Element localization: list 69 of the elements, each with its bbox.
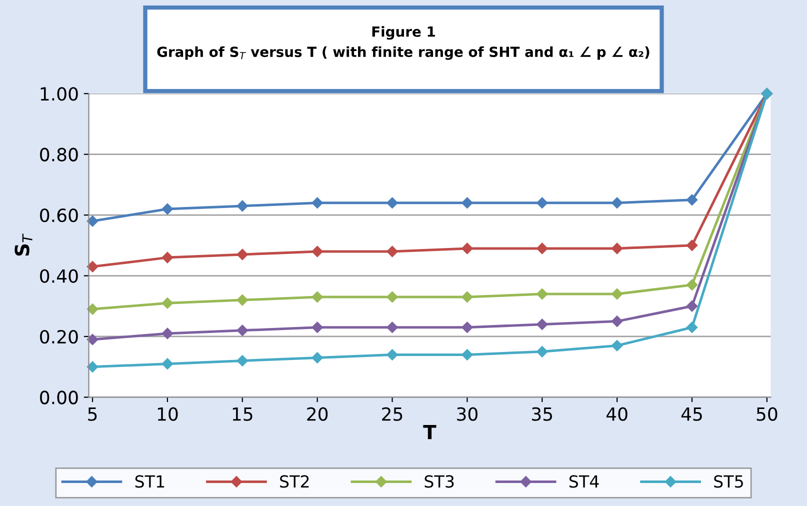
point [536,318,548,330]
point [236,294,248,306]
point [462,322,473,333]
point [686,300,698,312]
point [386,291,398,303]
chart-subtitle: Graph of S$_{T}$ versus T ( with finite range of SHT and α₁ ∠ p ∠ α₂) [157,46,650,60]
chart-title: Figure 1 [372,26,435,40]
point [312,197,323,209]
y-tick-label: 0.00 [40,390,78,404]
y-tick-label: 0.60 [40,208,78,222]
point [312,322,323,333]
point [462,349,473,360]
legend-label: ST5 [714,475,743,488]
x-tick-label: 10 [158,407,178,421]
point [686,240,698,252]
x-tick-label: 35 [532,407,552,421]
point [236,200,248,212]
legend-label: ST4 [569,475,599,488]
point [386,197,398,209]
point [536,197,548,209]
point [462,242,473,254]
point [86,361,98,372]
point [386,349,398,360]
point [611,288,623,300]
y-axis-title: S$_{T}$ [14,234,32,256]
legend-label: ST3 [424,475,454,488]
y-tick-label: 1.00 [40,87,78,101]
x-tick-label: 20 [307,407,328,421]
x-tick-label: 25 [382,407,402,421]
point [611,316,623,327]
x-tick-label: 45 [681,407,702,421]
point [236,355,248,366]
point [386,322,398,333]
x-tick-label: 40 [606,407,628,421]
point [236,248,248,260]
point [162,358,174,370]
point [536,288,548,300]
point [236,324,248,336]
point [386,246,398,258]
point [312,291,323,303]
point [312,352,323,364]
x-axis-title: T [423,425,436,440]
y-tick-label: 0.40 [40,269,78,283]
x-tick-label: 50 [756,407,778,421]
legend-label: ST2 [280,475,309,488]
y-tick-label: 0.20 [40,330,78,344]
point [162,328,174,340]
point [686,322,698,333]
point [686,279,698,290]
point [462,291,473,303]
point [162,203,174,215]
point [86,216,98,227]
point [611,242,623,254]
point [462,197,473,209]
point [162,297,174,309]
point [686,194,698,206]
point [162,252,174,264]
point [536,346,548,358]
point [86,261,98,272]
point [611,197,623,209]
legend-label: ST1 [135,475,164,488]
x-tick-label: 5 [88,407,97,421]
point [536,242,548,254]
x-tick-label: 30 [457,407,478,421]
point [312,246,323,258]
x-tick-label: 15 [232,407,252,421]
y-tick-label: 0.80 [40,148,78,162]
point [86,304,98,315]
point [611,340,623,352]
